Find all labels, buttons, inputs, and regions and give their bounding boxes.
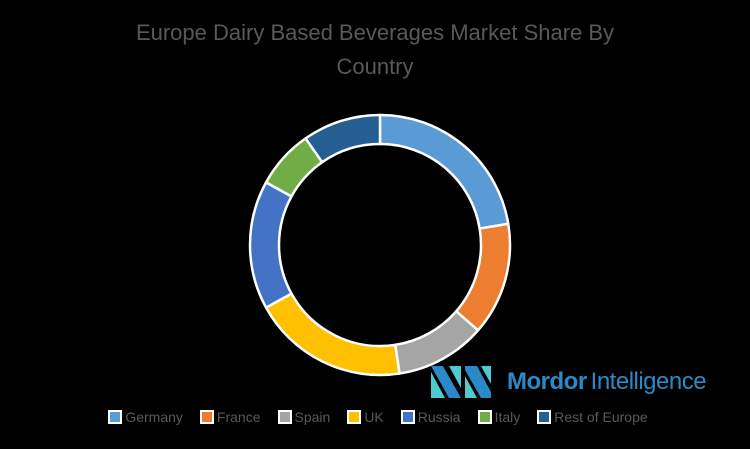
chart-legend: Germany France Spain UK Russia Italy Res…	[0, 409, 750, 425]
chart-title-line-2: Country	[336, 54, 414, 79]
logo-word-intelligence: Intelligence	[590, 368, 707, 395]
legend-item-italy: Italy	[477, 409, 521, 425]
logo-text: Mordor Intelligence	[507, 368, 707, 396]
legend-label: France	[216, 409, 261, 425]
legend-swatch	[199, 410, 214, 424]
legend-label: Germany	[125, 409, 183, 425]
legend-label: Rest of Europe	[554, 409, 648, 425]
legend-swatch	[537, 410, 552, 424]
doughnut-segment-rest-of-europe	[304, 113, 382, 164]
doughnut-segment-uk	[264, 292, 401, 377]
legend-swatch	[347, 410, 362, 424]
doughnut-segment-france	[454, 222, 512, 332]
legend-swatch	[400, 410, 415, 424]
legend-swatch	[277, 410, 292, 424]
legend-item-russia: Russia	[400, 409, 461, 425]
legend-label: Russia	[417, 409, 461, 425]
legend-item-rest-of-europe: Rest of Europe	[537, 409, 648, 425]
doughnut-segment-spain	[393, 310, 480, 375]
mordor-intelligence-logo: Mordor Intelligence	[431, 366, 707, 398]
legend-label: UK	[364, 409, 384, 425]
chart-title: Europe Dairy Based Beverages Market Shar…	[0, 16, 750, 84]
mordor-logo-mark-icon	[431, 366, 491, 398]
legend-label: Spain	[294, 409, 331, 425]
legend-swatch	[477, 410, 492, 424]
legend-swatch	[108, 410, 123, 424]
chart-title-line-1: Europe Dairy Based Beverages Market Shar…	[135, 20, 615, 45]
doughnut-ring	[248, 113, 512, 377]
legend-item-france: France	[199, 409, 261, 425]
doughnut-segment-russia	[248, 181, 293, 309]
legend-item-spain: Spain	[277, 409, 331, 425]
doughnut-segment-germany	[378, 113, 510, 230]
legend-item-germany: Germany	[108, 409, 183, 425]
legend-label: Italy	[494, 409, 521, 425]
legend-item-uk: UK	[347, 409, 384, 425]
logo-word-mordor: Mordor	[507, 368, 587, 395]
